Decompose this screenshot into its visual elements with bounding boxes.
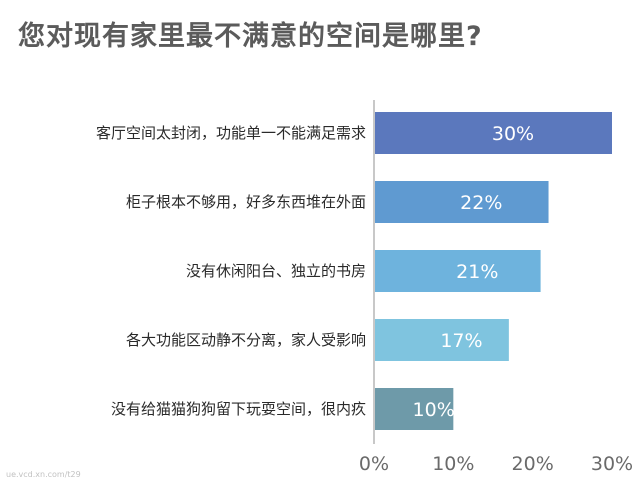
x-tick-label: 20% — [512, 453, 554, 475]
category-label: 没有休闲阳台、独立的书房 — [186, 262, 366, 280]
data-label: 22% — [460, 192, 502, 214]
x-tick-label: 30% — [591, 453, 633, 475]
chart-title: 您对现有家里最不满意的空间是哪里? — [18, 21, 483, 52]
watermark: ue.vcd.xn.com/t29 — [6, 470, 81, 479]
data-label: 17% — [440, 330, 482, 352]
bar — [374, 319, 509, 361]
bars-layer: 客厅空间太封闭，功能单一不能满足需求 30% 柜子根本不够用，好多东西堆在外面 22%… — [96, 112, 612, 430]
category-label: 柜子根本不够用，好多东西堆在外面 — [126, 193, 366, 211]
category-label: 各大功能区动静不分离，家人受影响 — [126, 331, 366, 349]
data-label: 30% — [492, 123, 534, 145]
bar — [374, 181, 549, 223]
bar — [374, 250, 541, 292]
bar — [374, 388, 454, 430]
x-tick-label: 0% — [359, 453, 389, 475]
x-tick-label: 10% — [432, 453, 474, 475]
x-axis: 0% 10% 20% 30% — [359, 453, 633, 475]
data-label: 21% — [456, 261, 498, 283]
bar — [374, 112, 612, 154]
category-label: 客厅空间太封闭，功能单一不能满足需求 — [96, 124, 366, 142]
data-label: 10% — [413, 399, 455, 421]
category-label: 没有给猫猫狗狗留下玩耍空间，很内疚 — [111, 400, 366, 418]
